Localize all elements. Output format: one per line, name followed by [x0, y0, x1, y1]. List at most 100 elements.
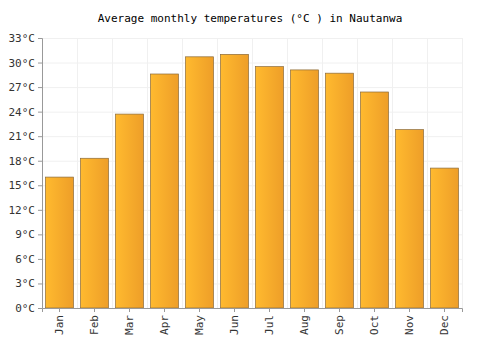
y-tick-label: 0°C: [15, 302, 35, 315]
y-tick: 6°C: [15, 253, 42, 266]
y-tick-mark: [38, 283, 42, 284]
x-tick-label: Mar: [123, 315, 136, 335]
x-tick-label: May: [193, 315, 206, 335]
y-tick: 21°C: [9, 130, 43, 143]
grid-line-vertical: [392, 38, 393, 308]
y-tick-mark: [38, 259, 42, 260]
bar: [291, 70, 319, 308]
x-tick-mark: [269, 308, 270, 312]
chart-container: 0°C 3°C 6°C 9°C 12°C 15°C 18°C 21°C 24°C 27°C 30°C…: [0, 0, 500, 350]
y-axis-line: [38, 39, 43, 309]
x-tick-label: Feb: [88, 315, 101, 335]
y-tick: 15°C: [9, 179, 43, 192]
y-tick-label: 30°C: [9, 57, 36, 70]
x-tick: Jul: [263, 308, 276, 335]
y-tick: 33°C: [9, 32, 43, 45]
y-tick-label: 15°C: [9, 179, 36, 192]
x-tick-mark: [339, 308, 340, 312]
x-tick-label: Nov: [403, 315, 416, 335]
x-tick-mark: [59, 308, 60, 312]
bar: [116, 114, 144, 308]
y-tick-label: 12°C: [9, 204, 36, 217]
x-tick: Jun: [228, 308, 241, 335]
y-tick: 12°C: [9, 204, 43, 217]
y-axis: 0°C 3°C 6°C 9°C 12°C 15°C 18°C 21°C 24°C 27°C 30°C…: [9, 32, 43, 315]
y-tick: 3°C: [15, 277, 42, 290]
x-tick: Aug: [298, 308, 311, 335]
x-tick-label: Aug: [298, 315, 311, 335]
bar: [151, 74, 179, 308]
grid-line-vertical: [112, 38, 113, 308]
x-tick: Mar: [123, 308, 136, 335]
x-tick-mark: [164, 308, 165, 312]
bar: [221, 54, 249, 308]
y-tick-label: 6°C: [15, 253, 35, 266]
grid-line-vertical: [147, 38, 148, 308]
x-tick-label: Apr: [158, 315, 171, 335]
y-tick-mark: [38, 87, 42, 88]
grid-line-vertical: [77, 38, 78, 308]
x-tick-mark: [444, 308, 445, 312]
y-tick-mark: [38, 136, 42, 137]
bar: [396, 130, 424, 308]
y-tick-mark: [38, 38, 42, 39]
grid-line-vertical: [357, 38, 358, 308]
x-tick: Oct: [368, 308, 381, 335]
grid-line-vertical: [462, 38, 463, 308]
grid: [42, 38, 463, 309]
x-tick: Dec: [438, 308, 451, 335]
y-tick: 18°C: [9, 155, 43, 168]
y-tick-label: 27°C: [9, 81, 36, 94]
x-tick-mark: [234, 308, 235, 312]
y-tick-label: 3°C: [15, 277, 35, 290]
bar: [361, 92, 389, 308]
bar: [431, 168, 459, 308]
y-tick-mark: [38, 63, 42, 64]
bar: [46, 177, 74, 308]
y-tick-mark: [38, 112, 42, 113]
y-tick-mark: [38, 161, 42, 162]
y-tick: 27°C: [9, 81, 43, 94]
grid-line-vertical: [427, 38, 428, 308]
y-tick: 30°C: [9, 57, 43, 70]
x-tick: Apr: [158, 308, 171, 335]
x-tick-label: Dec: [438, 315, 451, 335]
x-tick-label: Oct: [368, 315, 381, 335]
y-tick: 9°C: [15, 228, 42, 241]
y-tick-mark: [38, 308, 42, 309]
y-tick-mark: [38, 185, 42, 186]
x-tick: Nov: [403, 308, 416, 335]
bar: [186, 57, 214, 308]
y-tick: 24°C: [9, 106, 43, 119]
x-tick: May: [193, 308, 206, 335]
y-tick-label: 21°C: [9, 130, 36, 143]
bar: [256, 67, 284, 308]
chart-svg: 0°C 3°C 6°C 9°C 12°C 15°C 18°C 21°C 24°C 27°C 30°C…: [0, 0, 500, 350]
x-tick-label: Jan: [53, 315, 66, 335]
y-tick-label: 18°C: [9, 155, 36, 168]
grid-line-vertical: [182, 38, 183, 308]
x-tick-mark: [409, 308, 410, 312]
bars: [46, 54, 459, 308]
y-tick-mark: [38, 210, 42, 211]
y-tick-label: 33°C: [9, 32, 36, 45]
y-tick-label: 9°C: [15, 228, 35, 241]
x-axis-line: [43, 309, 463, 313]
plot-area: 0°C 3°C 6°C 9°C 12°C 15°C 18°C 21°C 24°C 27°C 30°C…: [9, 32, 463, 335]
grid-line-vertical: [252, 38, 253, 308]
x-tick: Sep: [333, 308, 346, 335]
bar: [81, 158, 109, 308]
x-tick-mark: [304, 308, 305, 312]
x-tick-label: Jul: [263, 315, 276, 335]
x-tick-mark: [94, 308, 95, 312]
y-tick-mark: [38, 234, 42, 235]
grid-line-vertical: [287, 38, 288, 308]
bar: [326, 73, 354, 308]
y-tick: 0°C: [15, 302, 42, 315]
chart-title: Average monthly temperatures (°C ) in Na…: [98, 12, 403, 25]
x-tick: Feb: [88, 308, 101, 335]
x-tick-mark: [199, 308, 200, 312]
x-tick-mark: [129, 308, 130, 312]
y-tick-label: 24°C: [9, 106, 36, 119]
x-tick: Jan: [53, 308, 66, 335]
